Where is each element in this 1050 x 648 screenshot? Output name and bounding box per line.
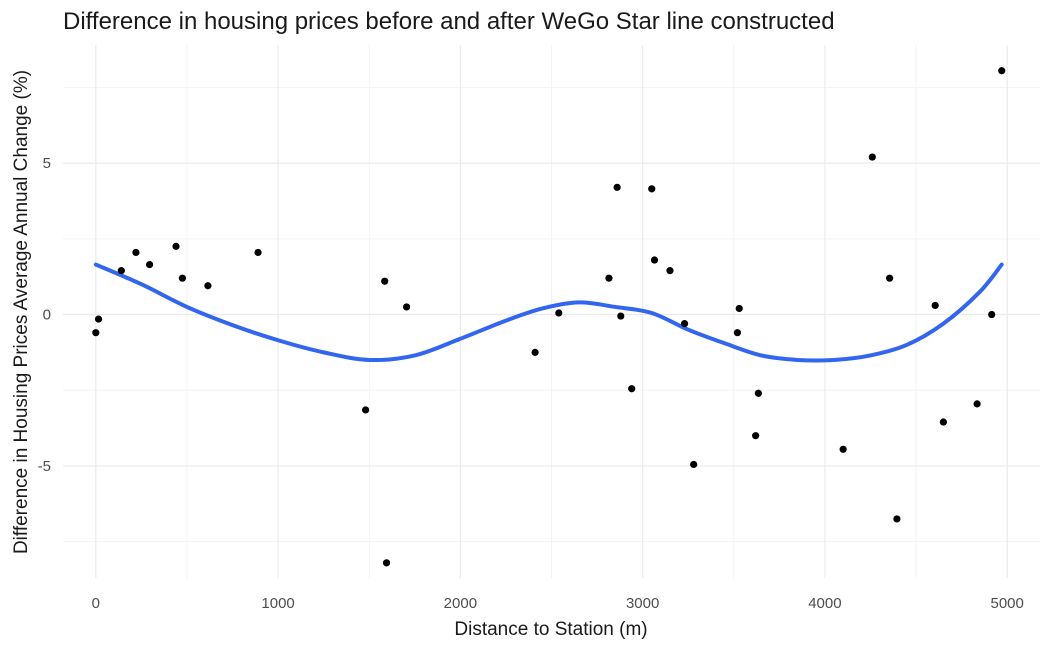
grid-layer xyxy=(63,45,1040,578)
x-axis-title: Distance to Station (m) xyxy=(454,619,647,640)
x-tick-label: 5000 xyxy=(991,595,1024,612)
data-point xyxy=(973,400,981,408)
data-point xyxy=(145,260,154,269)
data-point xyxy=(204,282,212,290)
y-tick-label: -5 xyxy=(38,458,51,475)
y-tick-label: 5 xyxy=(43,155,51,172)
data-point xyxy=(92,329,100,337)
data-point xyxy=(617,312,625,320)
data-point xyxy=(361,406,370,414)
data-point xyxy=(178,274,186,282)
data-point xyxy=(839,445,847,453)
data-point xyxy=(628,385,636,393)
data-point xyxy=(650,256,659,264)
data-point xyxy=(893,515,901,523)
data-point xyxy=(868,153,876,161)
data-point xyxy=(690,460,698,469)
x-tick-label: 1000 xyxy=(261,595,294,612)
x-tick-label: 3000 xyxy=(626,595,659,612)
data-point xyxy=(402,303,411,311)
smooth-line-layer xyxy=(93,262,1004,363)
data-point xyxy=(381,277,389,285)
data-point xyxy=(94,315,103,323)
data-point xyxy=(613,183,621,191)
data-point xyxy=(939,418,947,426)
data-point xyxy=(254,248,262,257)
smooth-trend-line xyxy=(93,262,1004,363)
data-point xyxy=(117,267,125,275)
data-point xyxy=(531,348,539,356)
y-axis-title: Difference in Housing Prices Average Ann… xyxy=(11,70,32,554)
data-point xyxy=(886,274,894,282)
y-tick-label: 0 xyxy=(43,307,51,324)
data-point xyxy=(988,310,996,319)
data-point xyxy=(382,559,391,567)
data-point xyxy=(555,309,563,317)
data-point xyxy=(132,248,140,257)
x-tick-label: 4000 xyxy=(808,595,841,612)
points-layer xyxy=(92,67,1006,567)
data-point xyxy=(998,67,1006,75)
x-tick-label: 2000 xyxy=(444,595,477,612)
x-tick-label: 0 xyxy=(92,595,100,612)
tick-labels: 0 1000 2000 3000 4000 5000 -5 0 5 xyxy=(38,155,1024,612)
data-point xyxy=(931,301,939,310)
chart-title: Difference in housing prices before and … xyxy=(63,8,835,35)
data-point xyxy=(680,320,689,328)
data-point xyxy=(754,389,762,397)
data-point xyxy=(648,185,656,193)
data-point xyxy=(735,304,743,313)
data-point xyxy=(172,242,180,250)
data-point xyxy=(605,274,613,282)
data-point xyxy=(752,432,760,440)
data-point xyxy=(666,267,674,275)
data-point xyxy=(733,329,742,337)
